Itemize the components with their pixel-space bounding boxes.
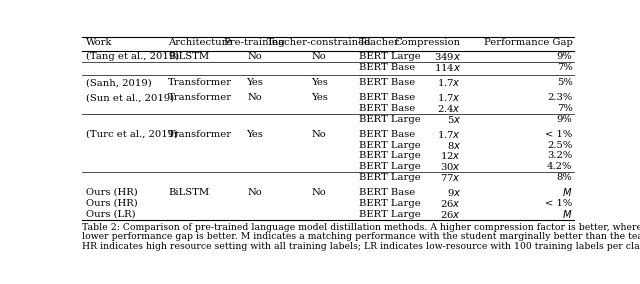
Text: < 1%: < 1%	[545, 130, 573, 139]
Text: Teacher-constrained: Teacher-constrained	[267, 38, 371, 47]
Text: HR indicates high resource setting with all training labels; LR indicates low-re: HR indicates high resource setting with …	[83, 242, 640, 251]
Text: < 1%: < 1%	[545, 199, 573, 208]
Text: Performance Gap: Performance Gap	[484, 38, 573, 47]
Text: Yes: Yes	[246, 130, 263, 139]
Text: 8$x$: 8$x$	[447, 139, 461, 151]
Text: BERT Base: BERT Base	[359, 104, 415, 113]
Text: Ours (LR): Ours (LR)	[86, 210, 136, 218]
Text: 77$x$: 77$x$	[440, 172, 461, 183]
Text: 5%: 5%	[557, 78, 573, 87]
Text: $M$: $M$	[562, 208, 573, 220]
Text: 1.7$x$: 1.7$x$	[437, 129, 461, 140]
Text: Architecture: Architecture	[168, 38, 233, 47]
Text: 4.2%: 4.2%	[547, 162, 573, 171]
Text: 9%: 9%	[557, 52, 573, 61]
Text: 30$x$: 30$x$	[440, 161, 461, 172]
Text: 1.7$x$: 1.7$x$	[437, 92, 461, 103]
Text: No: No	[247, 188, 262, 197]
Text: 2.4$x$: 2.4$x$	[437, 103, 461, 114]
Text: No: No	[312, 52, 326, 61]
Text: Work: Work	[86, 38, 113, 47]
Text: Transformer: Transformer	[168, 93, 232, 102]
Text: 1.7$x$: 1.7$x$	[437, 77, 461, 88]
Text: Ours (HR): Ours (HR)	[86, 199, 138, 208]
Text: 12$x$: 12$x$	[440, 150, 461, 161]
Text: 2.5%: 2.5%	[547, 141, 573, 150]
Text: Ours (HR): Ours (HR)	[86, 188, 138, 197]
Text: BERT Large: BERT Large	[359, 115, 420, 124]
Text: No: No	[247, 52, 262, 61]
Text: (Turc et al., 2019): (Turc et al., 2019)	[86, 130, 178, 139]
Text: BiLSTM: BiLSTM	[168, 52, 209, 61]
Text: Yes: Yes	[310, 78, 328, 87]
Text: (Sanh, 2019): (Sanh, 2019)	[86, 78, 152, 87]
Text: 7%: 7%	[557, 104, 573, 113]
Text: BERT Large: BERT Large	[359, 173, 420, 182]
Text: $M$: $M$	[562, 187, 573, 199]
Text: 349$x$: 349$x$	[434, 51, 461, 62]
Text: BERT Large: BERT Large	[359, 199, 420, 208]
Text: BERT Large: BERT Large	[359, 141, 420, 150]
Text: BiLSTM: BiLSTM	[168, 188, 209, 197]
Text: (Tang et al., 2019): (Tang et al., 2019)	[86, 52, 179, 61]
Text: BERT Base: BERT Base	[359, 78, 415, 87]
Text: lower performance gap is better. M indicates a matching performance with the stu: lower performance gap is better. M indic…	[83, 232, 640, 241]
Text: BERT Large: BERT Large	[359, 52, 420, 61]
Text: 9%: 9%	[557, 115, 573, 124]
Text: 26$x$: 26$x$	[440, 208, 461, 220]
Text: BERT Large: BERT Large	[359, 210, 420, 218]
Text: 3.2%: 3.2%	[547, 151, 573, 160]
Text: 8%: 8%	[557, 173, 573, 182]
Text: 2.3%: 2.3%	[547, 93, 573, 102]
Text: Table 2: Comparison of pre-trained language model distillation methods. A higher: Table 2: Comparison of pre-trained langu…	[83, 223, 640, 231]
Text: No: No	[312, 188, 326, 197]
Text: Yes: Yes	[310, 93, 328, 102]
Text: BERT Base: BERT Base	[359, 188, 415, 197]
Text: 5$x$: 5$x$	[447, 114, 461, 125]
Text: BERT Base: BERT Base	[359, 130, 415, 139]
Text: No: No	[247, 93, 262, 102]
Text: BERT Base: BERT Base	[359, 63, 415, 72]
Text: No: No	[312, 130, 326, 139]
Text: Transformer: Transformer	[168, 130, 232, 139]
Text: 114$x$: 114$x$	[434, 62, 461, 73]
Text: 7%: 7%	[557, 63, 573, 72]
Text: Transformer: Transformer	[168, 78, 232, 87]
Text: Pre-training: Pre-training	[224, 38, 285, 47]
Text: Yes: Yes	[246, 78, 263, 87]
Text: BERT Base: BERT Base	[359, 93, 415, 102]
Text: 9$x$: 9$x$	[447, 187, 461, 198]
Text: (Sun et al., 2019): (Sun et al., 2019)	[86, 93, 174, 102]
Text: Compression: Compression	[395, 38, 461, 47]
Text: BERT Large: BERT Large	[359, 162, 420, 171]
Text: 26$x$: 26$x$	[440, 198, 461, 209]
Text: Teacher: Teacher	[359, 38, 400, 47]
Text: BERT Large: BERT Large	[359, 151, 420, 160]
